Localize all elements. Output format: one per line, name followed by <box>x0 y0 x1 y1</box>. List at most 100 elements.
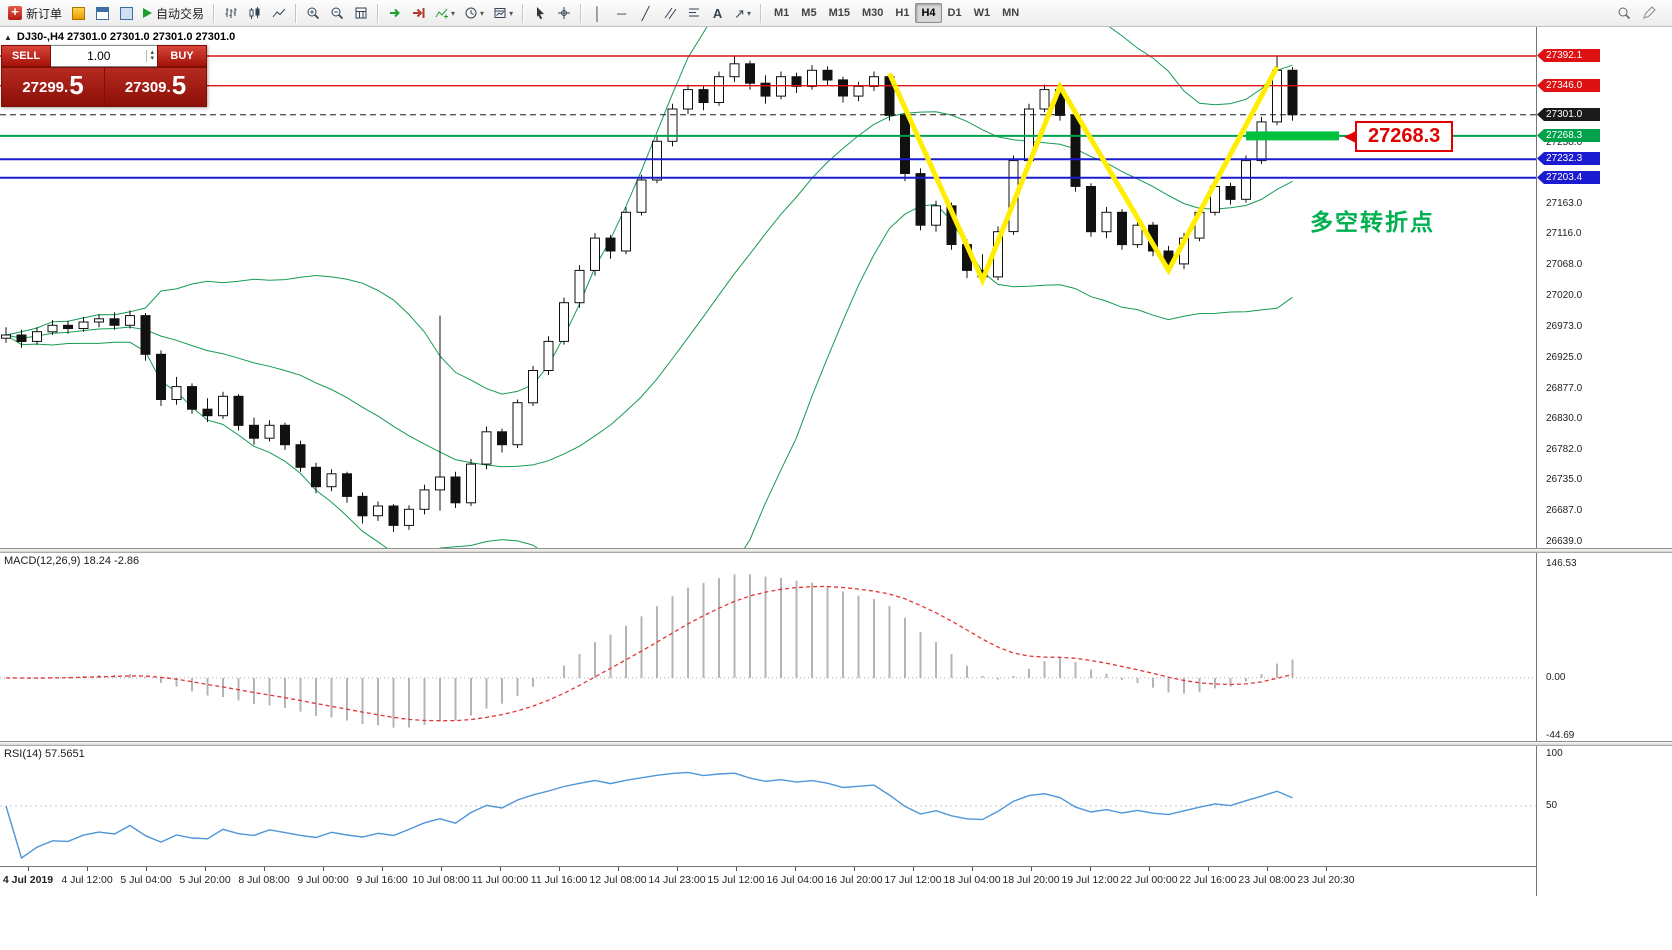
sell-button[interactable]: SELL <box>1 45 51 67</box>
time-axis[interactable]: 4 Jul 2019 4 Jul 12:00 5 Jul 04:00 5 Jul 20… <box>0 866 1536 896</box>
toolbar: 新订单 自动交易 ▾ ▾ ▾ <box>0 0 1672 27</box>
macd-canvas[interactable] <box>0 553 1536 741</box>
price-axis-label: 27163.0 <box>1546 198 1583 209</box>
timeframe-m15[interactable]: M15 <box>823 3 856 23</box>
timeframe-w1[interactable]: W1 <box>968 3 997 23</box>
chevron-down-icon: ▾ <box>451 8 456 18</box>
volume-value[interactable]: 1.00 <box>87 49 111 63</box>
timeframe-h4[interactable]: H4 <box>915 3 942 23</box>
time-axis-tick <box>559 867 560 871</box>
data-window-icon <box>96 6 110 20</box>
toolbar-separator <box>580 3 582 23</box>
price-tag: 27268.3 <box>1537 129 1600 142</box>
price-axis-label: 27258.0 <box>1546 137 1583 148</box>
time-axis-tick <box>1149 867 1150 871</box>
one-click-toggle-icon[interactable]: ▲ <box>4 33 12 42</box>
time-axis-label: 9 Jul 00:00 <box>297 874 349 886</box>
trendline-tool-button[interactable]: ╱ <box>634 2 657 24</box>
indicators-button[interactable]: ▾ <box>431 2 459 24</box>
data-window-button[interactable] <box>91 2 114 24</box>
turning-point-annotation: 多空转折点 <box>1310 209 1435 235</box>
zoom-in-icon <box>307 7 319 20</box>
panel-splitter[interactable] <box>0 548 1672 553</box>
spinner-up-icon[interactable]: ▴ <box>150 49 154 56</box>
crosshair-button[interactable] <box>552 2 575 24</box>
timeframe-m5[interactable]: M5 <box>795 3 822 23</box>
buy-price[interactable]: 27309. 5 <box>104 67 207 107</box>
toolbar-separator <box>213 3 215 23</box>
price-tag: 27392.1 <box>1537 49 1600 62</box>
periods-button[interactable]: ▾ <box>460 2 488 24</box>
line-chart-button[interactable] <box>267 2 290 24</box>
auto-scroll-button[interactable] <box>383 2 406 24</box>
price-axis[interactable]: 27258.0 27163.0 27116.0 27068.0 27020.0 26973… <box>1536 27 1672 896</box>
channel-tool-button[interactable] <box>658 2 681 24</box>
price-axis-label: 26830.0 <box>1546 413 1583 424</box>
fibonacci-tool-button[interactable] <box>682 2 705 24</box>
time-axis-label: 23 Jul 20:30 <box>1297 874 1355 886</box>
price-axis-label: -44.69 <box>1546 730 1575 741</box>
sell-price[interactable]: 27299. 5 <box>1 67 104 107</box>
timeframe-mn[interactable]: MN <box>996 3 1025 23</box>
panel-splitter[interactable] <box>0 741 1672 746</box>
time-axis-label: 17 Jul 12:00 <box>884 874 942 886</box>
arrow-tool-icon: ↗ <box>734 5 745 21</box>
chart-shift-button[interactable] <box>407 2 430 24</box>
timeframe-m30[interactable]: M30 <box>856 3 889 23</box>
chart-canvas[interactable] <box>0 27 1536 548</box>
arrow-tools-button[interactable]: ↗ ▾ <box>730 2 755 24</box>
text-tool-button[interactable]: A <box>706 2 729 24</box>
time-axis-tick <box>1208 867 1209 871</box>
new-order-icon <box>8 4 22 20</box>
ohlc-bars-button[interactable] <box>219 2 242 24</box>
volume-input[interactable]: 1.00 ▴ ▾ <box>51 45 157 67</box>
chart-area[interactable]: ▲ DJ30-,H4 27301.0 27301.0 27301.0 27301.… <box>0 27 1536 548</box>
navigator-button[interactable] <box>115 2 138 24</box>
macd-label: MACD(12,26,9) 18.24 -2.86 <box>4 555 140 567</box>
tile-windows-button[interactable] <box>349 2 372 24</box>
candlestick-chart-button[interactable] <box>243 2 266 24</box>
macd-panel[interactable]: MACD(12,26,9) 18.24 -2.86 <box>0 553 1536 741</box>
zoom-in-button[interactable] <box>301 2 324 24</box>
tile-windows-icon <box>355 7 367 19</box>
crosshair-icon <box>557 7 570 19</box>
time-axis-tick <box>87 867 88 871</box>
text-tool-icon: A <box>712 5 723 21</box>
templates-button[interactable]: ▾ <box>489 2 517 24</box>
auto-scroll-icon <box>389 8 400 18</box>
vertical-line-tool-button[interactable]: │ <box>586 2 609 24</box>
candlestick-icon <box>249 7 260 19</box>
time-axis-label: 14 Jul 23:00 <box>648 874 706 886</box>
rsi-canvas[interactable] <box>0 746 1536 866</box>
price-axis-label: 27068.0 <box>1546 259 1583 270</box>
cursor-button[interactable] <box>528 2 551 24</box>
time-axis-label: 4 Jul 12:00 <box>61 874 113 886</box>
zoom-out-button[interactable] <box>325 2 348 24</box>
timeframe-d1[interactable]: D1 <box>942 3 968 23</box>
edit-button[interactable] <box>1637 2 1660 24</box>
rsi-panel[interactable]: RSI(14) 57.5651 <box>0 746 1536 866</box>
horizontal-line-tool-button[interactable]: ─ <box>610 2 633 24</box>
price-axis-label: 100 <box>1546 748 1563 759</box>
timeframe-m1[interactable]: M1 <box>768 3 795 23</box>
volume-spinner[interactable]: ▴ ▾ <box>146 49 157 62</box>
time-axis-tick <box>1031 867 1032 871</box>
timeframe-h1[interactable]: H1 <box>889 3 915 23</box>
time-axis-tick <box>28 867 29 871</box>
time-axis-tick <box>1326 867 1327 871</box>
time-axis-label: 10 Jul 08:00 <box>412 874 470 886</box>
spinner-down-icon[interactable]: ▾ <box>150 55 154 62</box>
autotrading-button[interactable]: 自动交易 <box>139 2 208 24</box>
search-button[interactable] <box>1612 2 1635 24</box>
price-axis-label: 26925.0 <box>1546 352 1583 363</box>
price-axis-label: 0.00 <box>1546 672 1566 683</box>
vertical-line-icon: │ <box>593 5 602 21</box>
time-axis-label: 16 Jul 20:00 <box>825 874 883 886</box>
buy-button[interactable]: BUY <box>157 45 207 67</box>
new-order-button[interactable]: 新订单 <box>4 2 66 24</box>
time-axis-tick <box>1090 867 1091 871</box>
new-order-label: 新订单 <box>26 6 63 21</box>
market-watch-button[interactable] <box>67 2 90 24</box>
toolbar-separator <box>377 3 379 23</box>
toolbar-separator <box>295 3 297 23</box>
